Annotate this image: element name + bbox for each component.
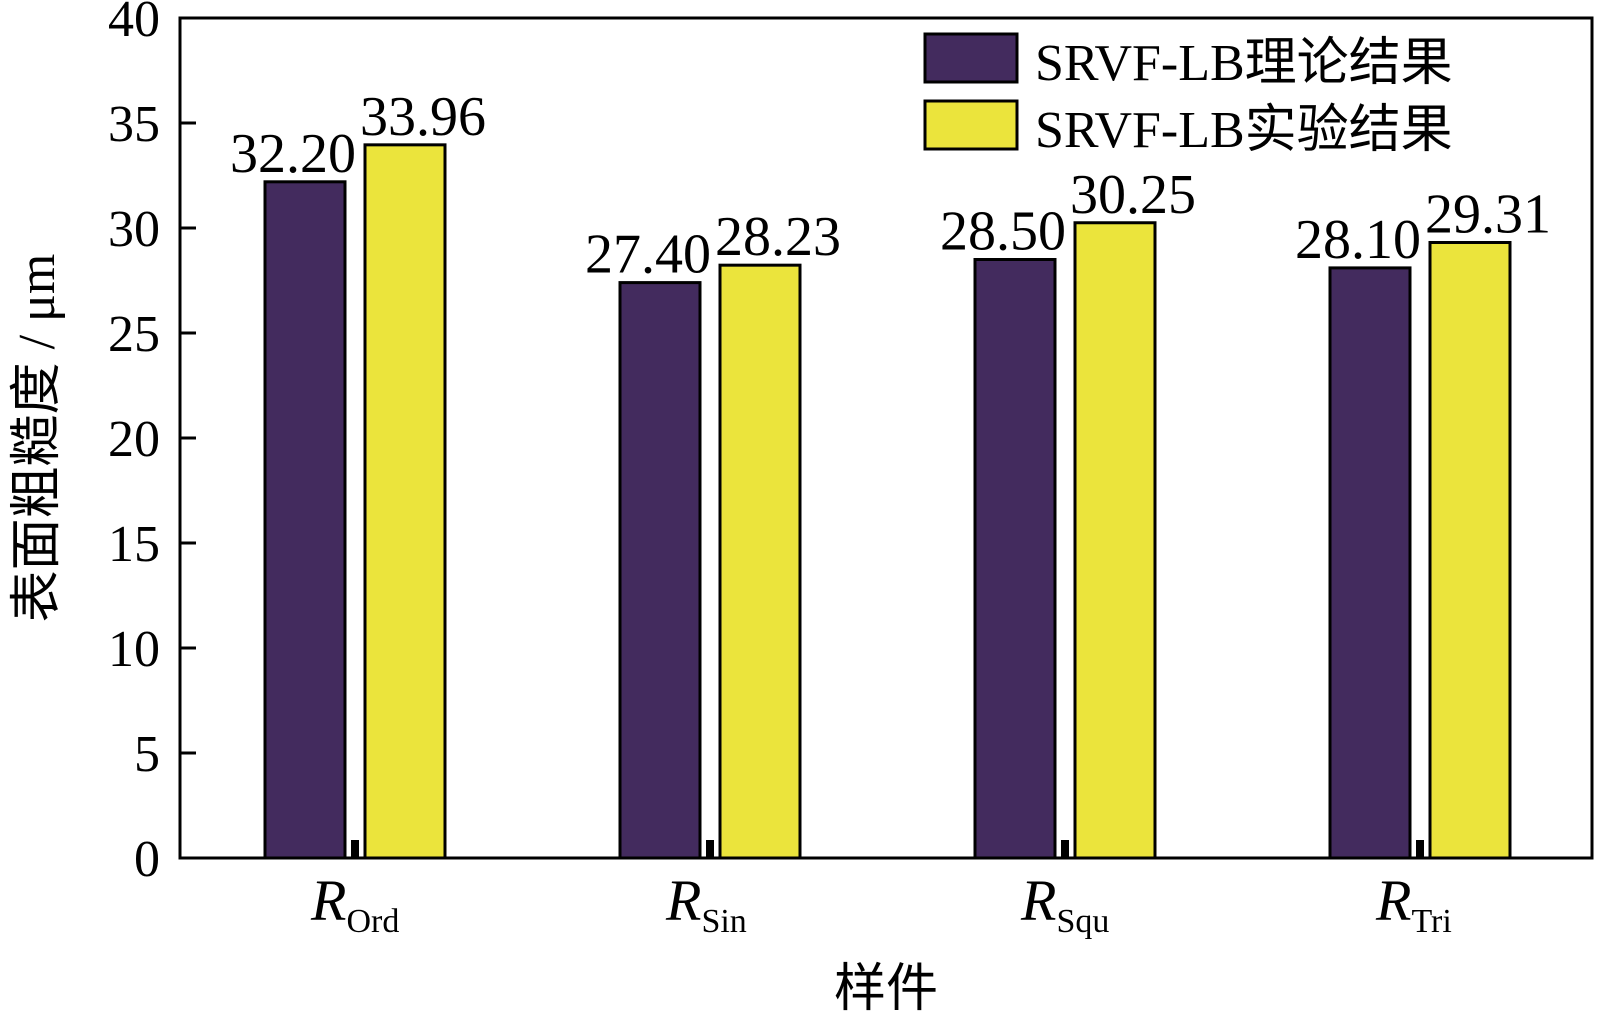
y-axis-title: 表面粗糙度 / μm (9, 254, 66, 623)
bar-series1-squ (1073, 221, 1157, 860)
data-label-series0-ord: 32.20 (230, 123, 356, 185)
x-tick-mark-0 (351, 840, 359, 858)
y-tick-label-1: 5 (134, 726, 160, 783)
legend-label-theory: SRVF-LB理论结果 (1035, 35, 1453, 92)
x-category-label-tri: RTri (1375, 868, 1452, 940)
data-label-series0-squ: 28.50 (940, 201, 1066, 263)
data-label-series1-tri: 29.31 (1425, 183, 1551, 245)
legend-swatch-experiment (923, 99, 1019, 151)
x-category-label-squ: RSqu (1020, 868, 1109, 940)
bar-series0-squ (973, 258, 1057, 860)
y-tick-label-2: 10 (108, 621, 160, 678)
x-category-label-ord: ROrd (310, 868, 399, 940)
bars-layer (263, 143, 1512, 860)
x-axis-title: 样件 (834, 961, 938, 1018)
bar-series0-tri (1328, 266, 1412, 860)
y-tick-label-3: 15 (108, 516, 160, 573)
legend-swatch-theory (923, 32, 1019, 84)
data-label-series1-sin: 28.23 (715, 206, 841, 268)
data-label-series1-ord: 33.96 (360, 86, 486, 148)
category-labels-layer: ROrd RSin RSqu RTri (310, 868, 1452, 940)
ticks-layer: 0 5 10 15 20 25 30 35 40 (108, 0, 1424, 888)
y-tick-label-5: 25 (108, 306, 160, 363)
y-tick-label-4: 20 (108, 411, 160, 468)
y-tick-label-7: 35 (108, 96, 160, 153)
y-tick-label-8: 40 (108, 0, 160, 48)
plot-frame (178, 16, 1594, 860)
x-tick-mark-1 (706, 840, 714, 858)
x-tick-mark-2 (1061, 840, 1069, 858)
bar-series0-sin (618, 281, 702, 860)
bar-series1-sin (718, 263, 802, 860)
x-tick-mark-3 (1416, 840, 1424, 858)
bar-series1-tri (1428, 240, 1512, 860)
data-label-series0-sin: 27.40 (585, 224, 711, 286)
data-label-series1-squ: 30.25 (1070, 164, 1196, 226)
legend-label-experiment: SRVF-LB实验结果 (1035, 102, 1453, 159)
y-tick-label-0: 0 (134, 831, 160, 888)
data-label-series0-tri: 28.10 (1295, 209, 1421, 271)
bar-series1-ord (363, 143, 447, 860)
x-category-label-sin: RSin (665, 868, 747, 940)
y-tick-label-6: 30 (108, 201, 160, 258)
legend: SRVF-LB理论结果 SRVF-LB实验结果 (923, 32, 1453, 159)
bar-series0-ord (263, 180, 347, 860)
